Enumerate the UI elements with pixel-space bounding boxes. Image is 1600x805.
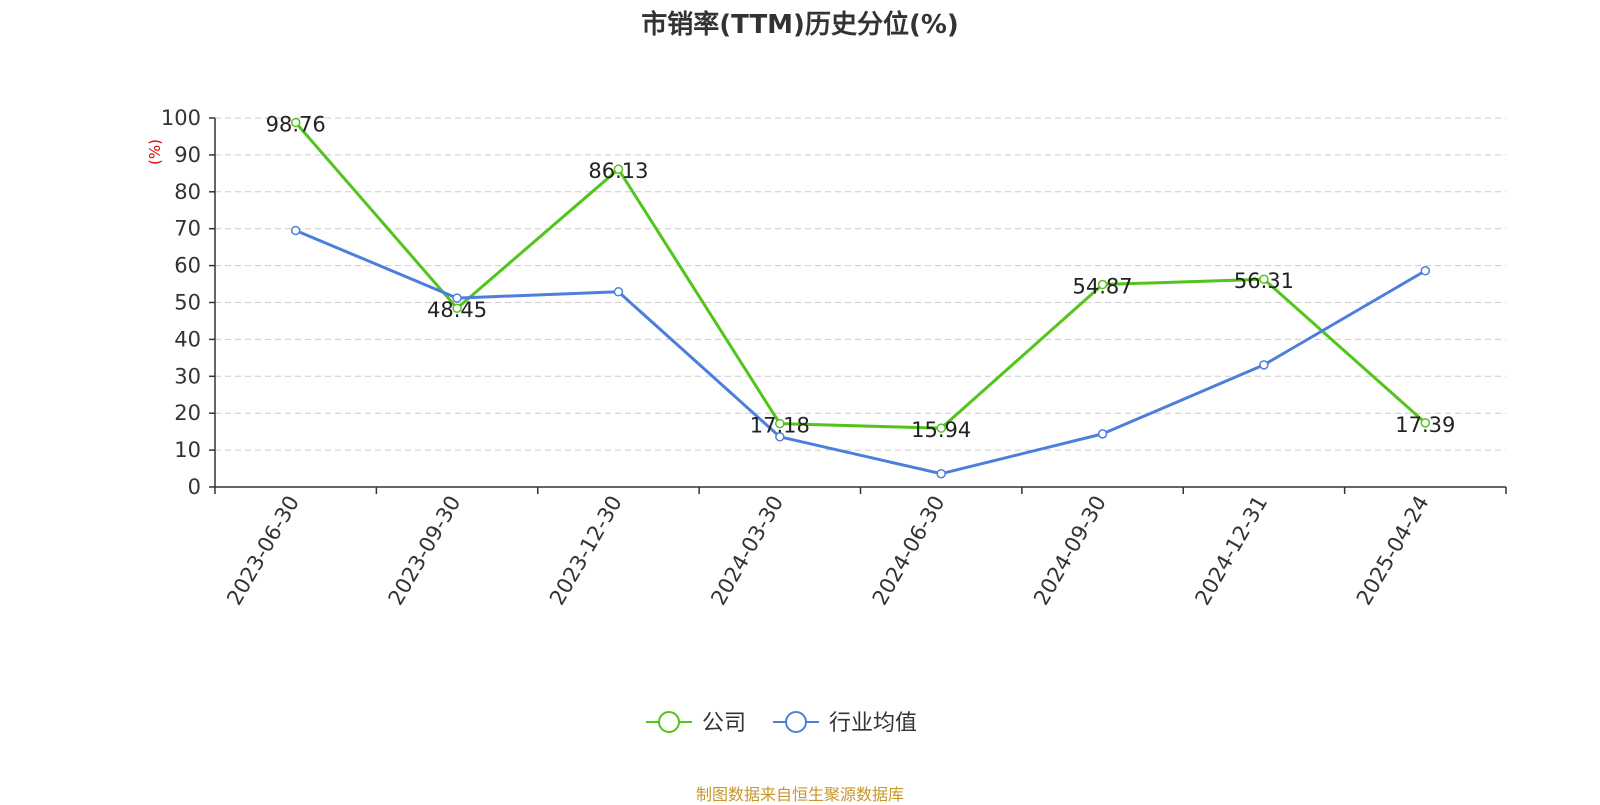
- axes: 0 10 20 30 40 50 60 70 80 90 100 (%) 2023-06-30 2023-…: [146, 106, 1507, 610]
- series-point-0: [1097, 279, 1108, 290]
- series: [290, 117, 1431, 479]
- y-tick-label: 20: [174, 401, 201, 425]
- x-tick-label: 2024-06-30: [868, 492, 950, 610]
- grid-lines: [215, 117, 1506, 451]
- y-tick-label: 80: [174, 180, 201, 204]
- data-label: 15.94: [911, 418, 971, 442]
- series-point-0: [775, 418, 785, 429]
- x-tick-label: 2023-09-30: [384, 492, 466, 610]
- series-point-0: [613, 164, 624, 174]
- y-tick-label: 10: [174, 438, 201, 462]
- data-label: 48.45: [427, 298, 487, 322]
- series-point-0: [1420, 418, 1431, 428]
- data-label: 17.39: [1395, 413, 1455, 437]
- series-point-1: [452, 293, 462, 303]
- data-label: 54.87: [1073, 275, 1133, 299]
- y-tick-label: 70: [174, 217, 201, 241]
- series-point-0: [936, 423, 946, 433]
- x-tick-label: 2025-04-24: [1352, 492, 1434, 610]
- series-point-1: [775, 432, 785, 442]
- series-point-0: [452, 303, 462, 313]
- data-label: 17.18: [750, 414, 810, 438]
- series-point-1: [1420, 266, 1431, 276]
- legend-label-0: 公司: [702, 711, 746, 736]
- legend: 公司 行业均值: [646, 711, 917, 736]
- x-tick-label: 2023-06-30: [222, 492, 304, 610]
- source-note: 制图数据来自恒生聚源数据库: [695, 785, 904, 804]
- chart-title: 市销率(TTM)历史分位(%): [641, 10, 959, 40]
- series-point-1: [613, 287, 624, 297]
- y-tick-label: 60: [174, 254, 201, 278]
- y-tick-label: 40: [174, 327, 201, 351]
- data-labels: 98.76 48.45 86.13 17.18 15.94 54.87 56.31 17.39: [266, 113, 1456, 443]
- legend-marker-1: [785, 711, 807, 733]
- x-tick-label: 2024-09-30: [1029, 492, 1111, 610]
- y-tick-label: 30: [174, 364, 201, 388]
- series-line-1: [295, 229, 1427, 476]
- y-tick-label: 0: [188, 475, 201, 499]
- x-tick-label: 2024-03-30: [706, 492, 788, 610]
- series-line-0: [294, 121, 1427, 430]
- series-point-1: [1097, 429, 1108, 439]
- series-point-1: [1259, 360, 1269, 370]
- y-tick-label: 100: [161, 106, 201, 130]
- data-label: 98.76: [266, 113, 326, 137]
- series-point-1: [290, 225, 301, 236]
- y-tick-label: 90: [174, 143, 201, 167]
- series-point-0: [1259, 274, 1269, 284]
- y-axis-label: (%): [146, 139, 164, 165]
- series-point-0: [290, 117, 301, 128]
- x-tick-label: 2024-12-31: [1190, 492, 1272, 610]
- y-tick-label: 50: [174, 291, 201, 315]
- data-label: 56.31: [1234, 269, 1294, 293]
- legend-label-1: 行业均值: [829, 711, 917, 736]
- data-label: 86.13: [588, 159, 648, 183]
- legend-marker-0: [658, 711, 680, 733]
- series-point-1: [936, 468, 946, 479]
- x-tick-label: 2023-12-30: [545, 492, 627, 610]
